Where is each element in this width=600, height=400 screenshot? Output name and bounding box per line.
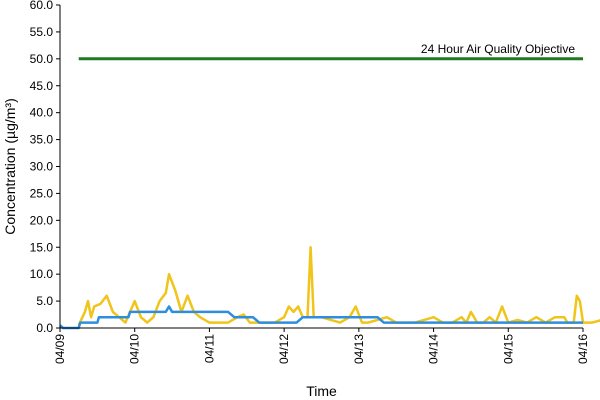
y-tick-label: 25.0 [30, 186, 54, 200]
series-line-2 [59, 305, 583, 330]
x-tick-label: 04/09 [53, 334, 67, 364]
x-tick-label: 04/16 [576, 334, 590, 364]
y-tick-label: 20.0 [30, 213, 54, 227]
y-axis-title: Concentration (µg/m³) [2, 98, 18, 234]
y-tick-label: 35.0 [30, 133, 54, 147]
x-axis-ticks: 04/09 04/10 04/11 04/12 04/13 04/14 04/15 04/16 [53, 328, 590, 364]
series-line-1 [77, 246, 600, 326]
y-tick-label: 50.0 [30, 52, 54, 66]
y-tick-label: 5.0 [36, 294, 53, 308]
y-tick-label: 45.0 [30, 79, 54, 93]
x-tick-label: 04/15 [501, 334, 515, 364]
y-tick-label: 0.0 [36, 321, 53, 335]
x-tick-label: 04/10 [128, 334, 142, 364]
y-tick-label: 30.0 [30, 160, 54, 174]
y-tick-label: 15.0 [30, 240, 54, 254]
y-tick-label: 40.0 [30, 106, 54, 120]
x-tick-label: 04/13 [352, 334, 366, 364]
objective-annotation: 24 Hour Air Quality Objective [421, 42, 575, 56]
x-tick-label: 04/12 [277, 334, 291, 364]
x-axis-title: Time [306, 383, 337, 399]
y-tick-label: 60.0 [30, 0, 54, 12]
y-tick-label: 55.0 [30, 25, 54, 39]
y-axis-ticks: 0.0 5.0 10.0 15.0 20.0 25.0 30.0 35.0 40.0 45.0 50… [30, 0, 60, 335]
x-tick-label: 04/11 [202, 334, 216, 363]
series-layer [59, 57, 600, 330]
y-tick-label: 10.0 [30, 267, 54, 281]
x-tick-label: 04/14 [427, 334, 441, 364]
